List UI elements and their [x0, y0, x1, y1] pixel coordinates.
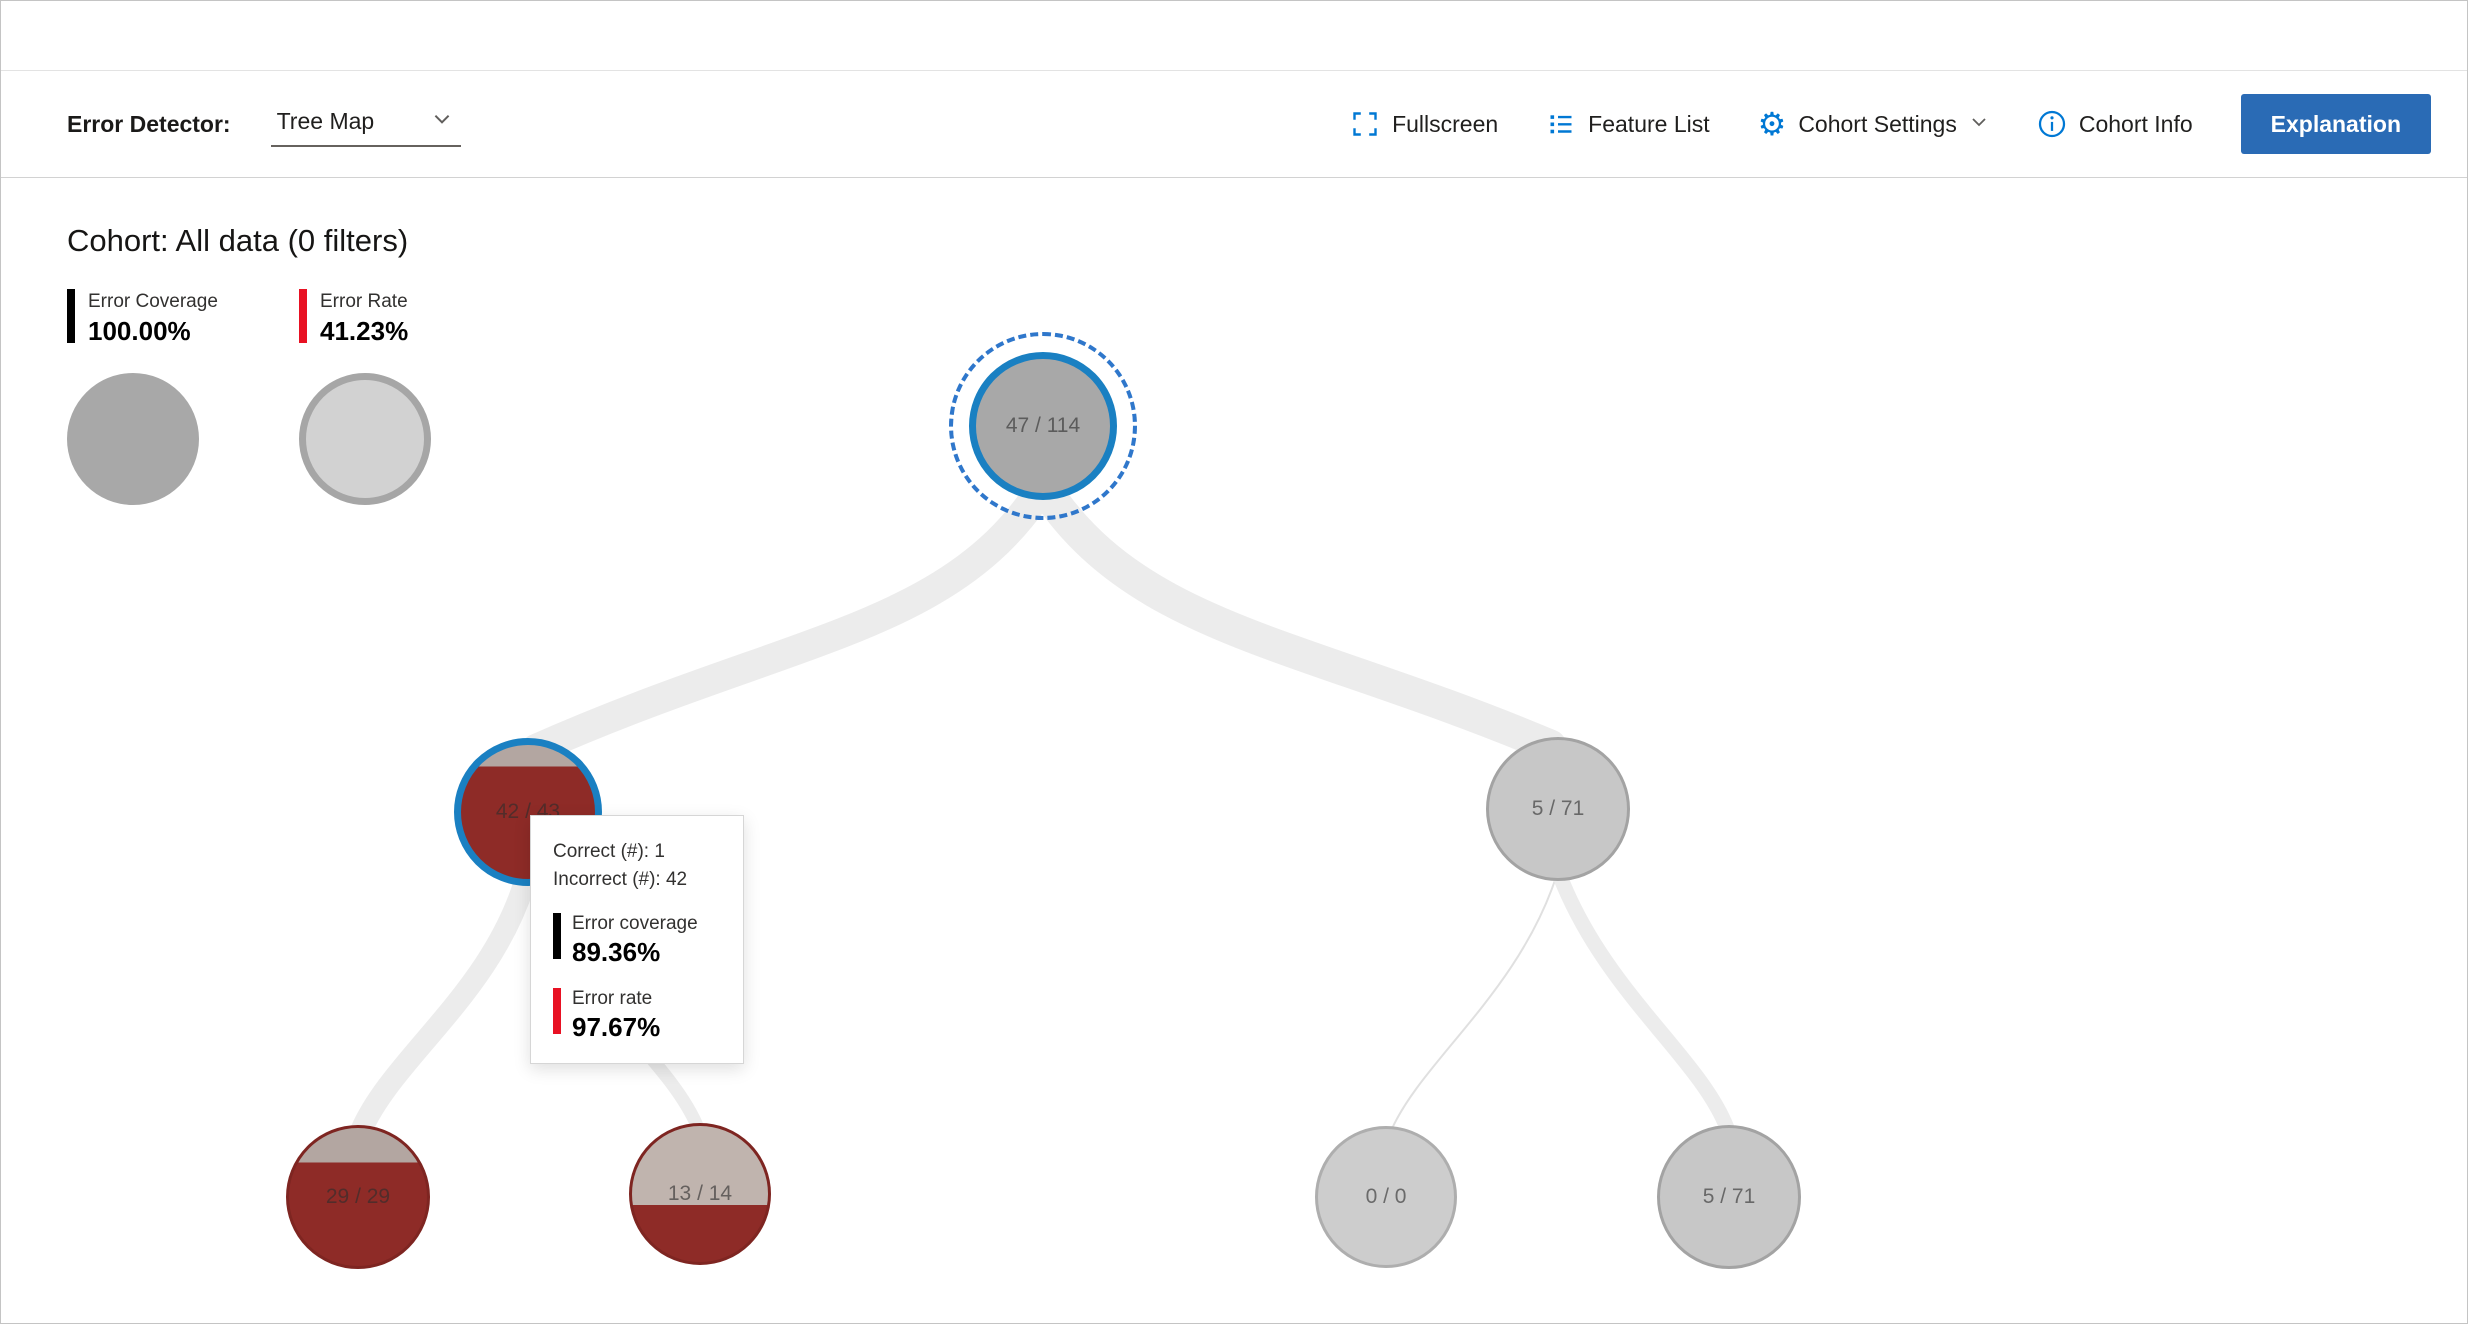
- tree-node-label: 29 / 29: [325, 1185, 391, 1208]
- feature-list-icon: [1546, 109, 1576, 139]
- tree-node-right-child[interactable]: 5 / 71: [1486, 737, 1630, 881]
- tooltip-error-rate-label: Error rate: [572, 988, 653, 1010]
- error-coverage-bar: [553, 913, 561, 960]
- tooltip-error-coverage: Error coverage 89.36%: [553, 913, 723, 968]
- fullscreen-button[interactable]: Fullscreen: [1350, 109, 1498, 139]
- error-detector-label: Error Detector:: [67, 110, 231, 137]
- tree-link: [521, 471, 1058, 764]
- tooltip-incorrect-count: Incorrect (#): 42: [553, 868, 688, 890]
- info-icon: [2037, 109, 2067, 139]
- error-rate-value: 41.23%: [320, 316, 409, 346]
- tree-node-label: 0 / 0: [1365, 1185, 1407, 1208]
- explanation-button[interactable]: Explanation: [2240, 94, 2431, 154]
- error-rate-label: Error Rate: [320, 291, 408, 312]
- toolbar-commands: Fullscreen Feature List ⚙ Cohort Setting…: [1350, 94, 2431, 154]
- tree-node-label: 47 / 114: [1005, 414, 1081, 437]
- tree-node-right-grandchild-1[interactable]: 0 / 0: [1315, 1126, 1457, 1268]
- error-coverage-bar: [67, 289, 75, 343]
- node-tooltip: Correct (#): 1 Incorrect (#): 42 Error c…: [530, 815, 744, 1065]
- tree-link: [1390, 870, 1559, 1132]
- tree-link: [1026, 469, 1567, 763]
- legend-node-circle-outline: [299, 373, 431, 505]
- tree-node-label: 5 / 71: [1531, 797, 1585, 820]
- chevron-down-icon: [1969, 111, 1989, 138]
- cohort-settings-label: Cohort Settings: [1798, 110, 1957, 137]
- tree-node-root[interactable]: 47 / 114: [969, 352, 1117, 500]
- cohort-title: Cohort: All data (0 filters): [67, 223, 409, 258]
- legend-error-coverage: Error Coverage 100.00%: [67, 289, 218, 347]
- tree-link: [350, 860, 539, 1142]
- gear-icon: ⚙: [1757, 106, 1787, 142]
- legend-node-circle-filled: [67, 373, 199, 505]
- cohort-info-label: Cohort Info: [2078, 110, 2193, 137]
- error-coverage-label: Error Coverage: [88, 291, 218, 312]
- tooltip-error-coverage-label: Error coverage: [572, 913, 698, 935]
- cohort-settings-button[interactable]: ⚙ Cohort Settings: [1758, 108, 1989, 140]
- error-detector-dropdown[interactable]: Tree Map: [270, 102, 461, 147]
- fullscreen-label: Fullscreen: [1392, 110, 1499, 137]
- error-rate-bar: [299, 289, 307, 343]
- tooltip-error-coverage-value: 89.36%: [572, 937, 661, 968]
- feature-list-button[interactable]: Feature List: [1546, 109, 1710, 139]
- selected-node-ring: [949, 332, 1137, 520]
- error-coverage-value: 100.00%: [88, 316, 191, 346]
- tree-node-left-grandchild-2[interactable]: 13 / 14: [629, 1123, 771, 1265]
- error-detector-dropdown-value: Tree Map: [276, 107, 375, 134]
- toolbar: Error Detector: Tree Map Fullscreen: [1, 71, 2467, 178]
- tooltip-error-rate-value: 97.67%: [572, 1012, 661, 1043]
- tooltip-correct-count: Correct (#): 1: [553, 841, 665, 862]
- tree-node-label: 13 / 14: [667, 1182, 733, 1205]
- tree-node-left-grandchild-1[interactable]: 29 / 29: [286, 1125, 430, 1269]
- top-strip: [1, 1, 2467, 71]
- tree-node-right-grandchild-2[interactable]: 5 / 71: [1657, 1125, 1801, 1269]
- error-rate-bar: [553, 988, 561, 1035]
- legend-error-rate: Error Rate 41.23%: [299, 289, 408, 347]
- fullscreen-icon: [1350, 109, 1380, 139]
- tooltip-error-rate: Error rate 97.67%: [553, 988, 723, 1043]
- feature-list-label: Feature List: [1588, 110, 1710, 137]
- chevron-down-icon: [431, 108, 453, 135]
- cohort-info-button[interactable]: Cohort Info: [2037, 109, 2193, 139]
- tree-node-label: 5 / 71: [1702, 1185, 1756, 1208]
- tree-link: [1550, 863, 1735, 1136]
